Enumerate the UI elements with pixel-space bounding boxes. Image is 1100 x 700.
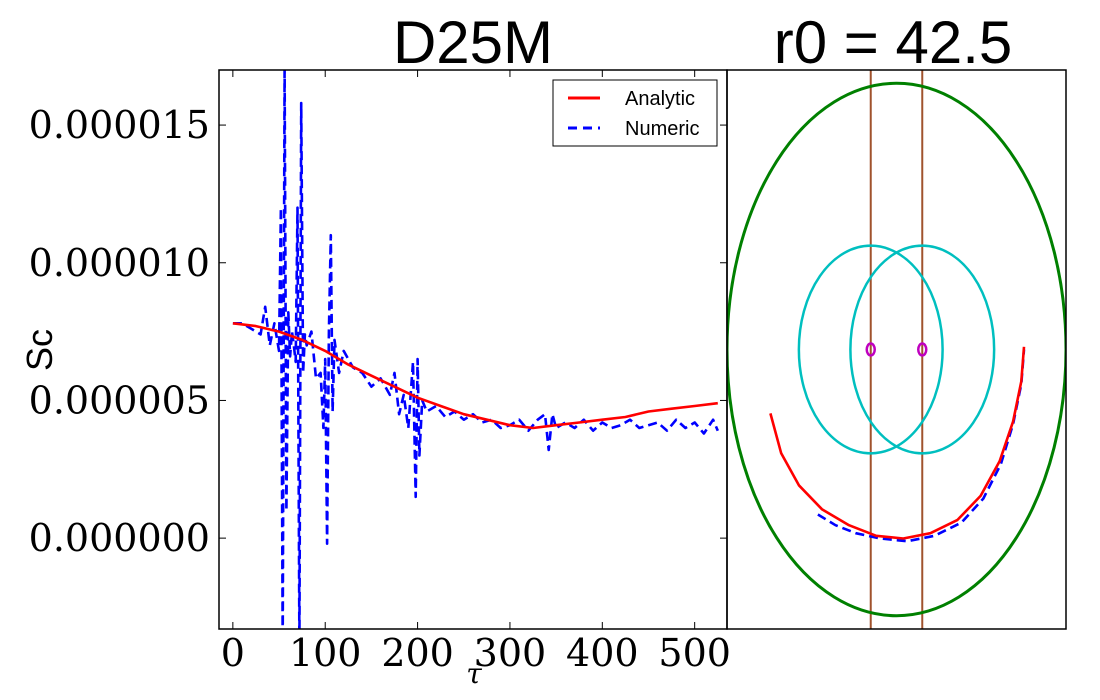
series-numeric-line bbox=[232, 70, 719, 629]
inner-circle bbox=[849, 244, 996, 455]
right-diagram bbox=[727, 70, 1066, 629]
x-tick-label: 0 bbox=[221, 631, 245, 675]
trajectory-numeric bbox=[817, 349, 1026, 543]
legend-analytic-label: Analytic bbox=[625, 88, 695, 110]
left-series bbox=[232, 70, 719, 629]
series-analytic-line bbox=[232, 322, 718, 430]
left-ytick-labels: 0.000000 0.000005 0.000010 0.000015 bbox=[29, 103, 210, 560]
left-xtick-labels: 0 100 200 300 400 500 bbox=[221, 631, 731, 675]
x-tick-label: 400 bbox=[566, 631, 639, 675]
right-plot-frame bbox=[726, 69, 1067, 630]
center-marker bbox=[917, 342, 928, 357]
y-tick-label: 0.000010 bbox=[29, 241, 210, 285]
trajectory-analytic bbox=[769, 346, 1026, 540]
y-tick-label: 0.000015 bbox=[29, 103, 210, 147]
outer-circle bbox=[727, 81, 1066, 618]
center-marker bbox=[865, 342, 876, 357]
y-tick-label: 0.000005 bbox=[29, 378, 210, 422]
x-tick-label: 100 bbox=[289, 631, 362, 675]
y-axis-label: Sc bbox=[19, 329, 60, 371]
inner-circle bbox=[797, 244, 944, 455]
x-tick-label: 300 bbox=[474, 631, 547, 675]
right-chart-title: r0 = 42.5 bbox=[774, 9, 1013, 76]
left-chart-title: D25M bbox=[393, 9, 553, 76]
x-tick-label: 200 bbox=[381, 631, 454, 675]
legend-numeric-label: Numeric bbox=[625, 118, 699, 140]
legend-box bbox=[552, 79, 718, 147]
legend: Analytic Numeric bbox=[552, 79, 718, 147]
left-ticks bbox=[219, 70, 727, 629]
y-tick-label: 0.000000 bbox=[29, 516, 210, 560]
x-tick-label: 500 bbox=[658, 631, 731, 675]
x-axis-label: τ bbox=[466, 657, 482, 690]
